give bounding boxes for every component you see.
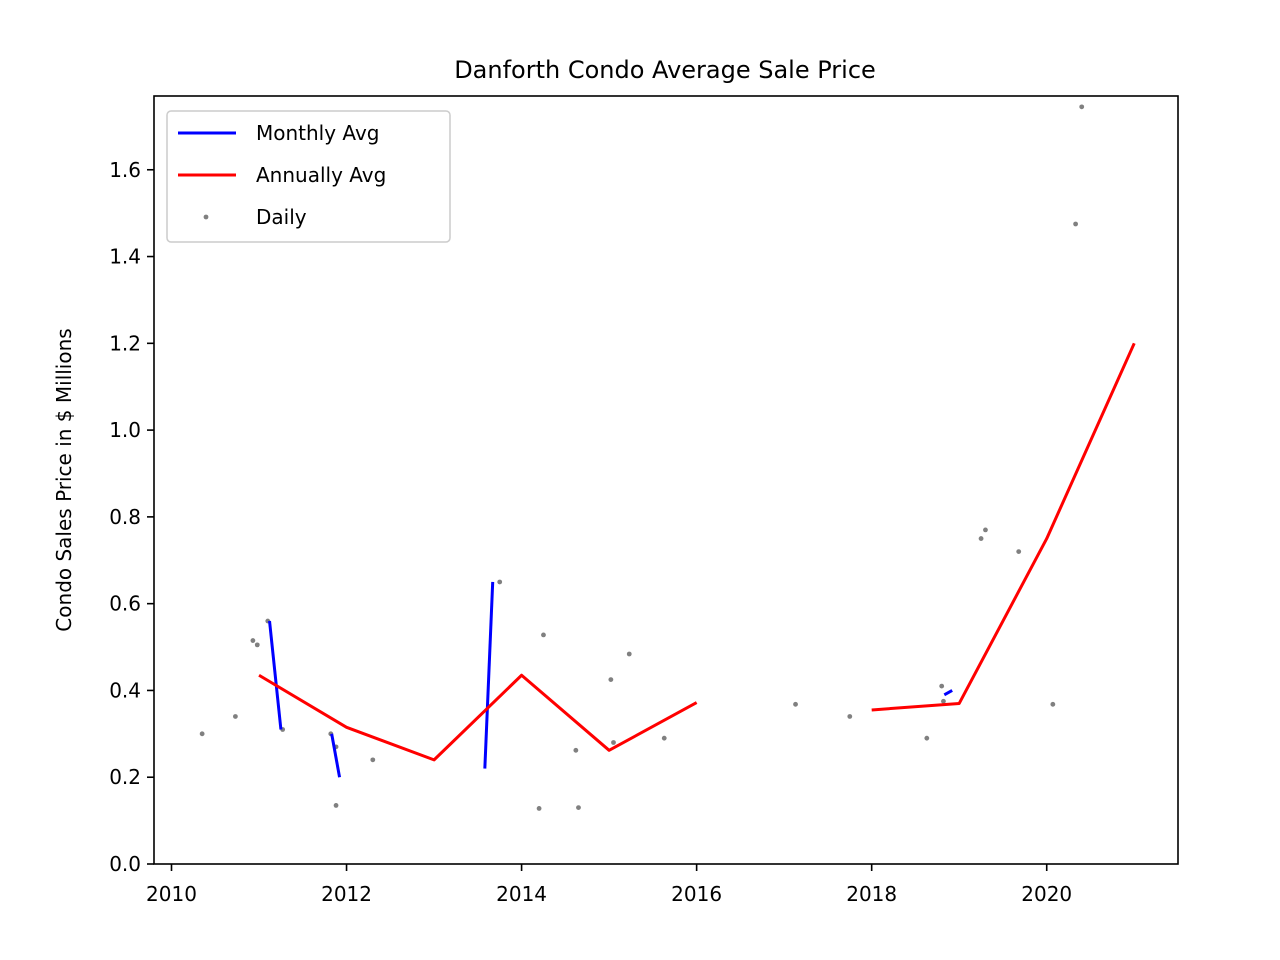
daily-point: [626, 651, 632, 657]
daily-point: [924, 735, 930, 741]
x-tick-label: 2014: [496, 882, 547, 906]
plot-area: 2010 2012 2014 2016 2018 2020 0.0 0.2 0.4 0.6 0.8 1…: [109, 95, 1179, 906]
daily-point: [254, 642, 260, 648]
daily-point: [1079, 104, 1085, 110]
monthly-avg-line: [330, 733, 342, 778]
daily-point: [983, 527, 988, 533]
daily-point: [661, 735, 667, 741]
daily-point: [1016, 549, 1022, 554]
daily-point: [847, 714, 853, 719]
y-tick-label: 1.6: [109, 158, 141, 182]
daily-point: [536, 806, 542, 811]
y-tick-label: 0.2: [109, 765, 141, 789]
legend-label: Daily: [256, 205, 307, 229]
daily-point: [232, 714, 238, 719]
y-tick-label: 1.2: [109, 331, 141, 355]
legend-label: Monthly Avg: [256, 121, 379, 145]
daily-point: [497, 579, 503, 585]
annually-avg-line: [258, 673, 698, 762]
daily-point: [199, 731, 205, 737]
daily-point: [939, 683, 945, 689]
chart-title: Danforth Condo Average Sale Price: [454, 56, 876, 84]
y-tick-label: 1.0: [109, 418, 141, 442]
x-tick-label: 2018: [846, 882, 897, 906]
monthly-avg-line: [483, 581, 495, 769]
monthly-avg-line: [943, 689, 953, 697]
daily-point: [541, 632, 546, 638]
x-tick-label: 2012: [321, 882, 372, 906]
annually-avg-line: [871, 342, 1136, 712]
daily-point: [941, 698, 946, 704]
daily-point: [573, 747, 579, 753]
x-tick-label: 2016: [671, 882, 722, 906]
x-tick-label: 2020: [1021, 882, 1072, 906]
y-tick-label: 0.8: [109, 505, 141, 529]
daily-point: [370, 757, 376, 763]
daily-point: [576, 805, 581, 810]
daily-point: [611, 740, 616, 745]
plot-frame: [153, 95, 1179, 865]
monthly-avg-line: [268, 620, 283, 730]
daily-point: [1073, 221, 1078, 227]
legend-swatch: [203, 214, 209, 220]
daily-point: [793, 701, 798, 707]
y-axis-label: Condo Sales Price in $ Millions: [52, 328, 76, 631]
daily-point: [250, 638, 256, 643]
legend-label: Annually Avg: [256, 163, 386, 187]
daily-point: [1050, 701, 1056, 707]
daily-point: [978, 536, 984, 541]
daily-point: [333, 803, 339, 808]
x-tick-label: 2010: [146, 882, 197, 906]
y-tick-label: 0.4: [109, 678, 141, 702]
y-tick-label: 1.4: [109, 245, 141, 269]
daily-point: [608, 677, 614, 682]
legend-box: [166, 110, 451, 243]
y-tick-label: 0.0: [109, 852, 141, 876]
y-tick-label: 0.6: [109, 592, 141, 616]
